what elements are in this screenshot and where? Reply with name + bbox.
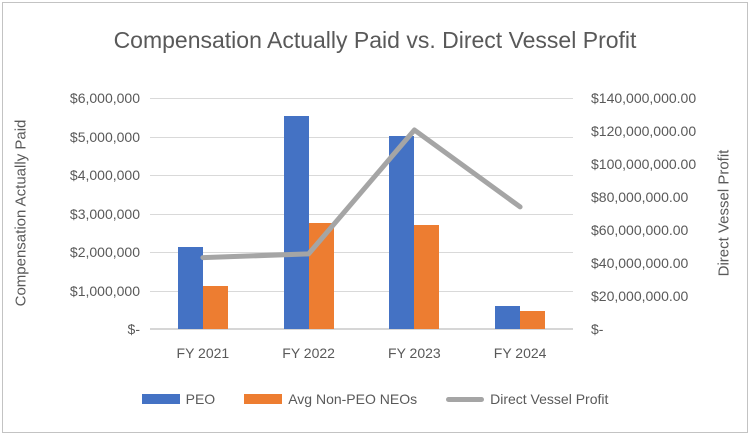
right-axis-tick-label: $20,000,000.00 [591, 288, 689, 304]
right-axis-tick-label: $60,000,000.00 [591, 222, 689, 238]
legend-item-peo: PEO [141, 391, 216, 407]
left-axis-tick-label: $4,000,000 [69, 167, 140, 183]
legend-label-direct-vessel-profit: Direct Vessel Profit [490, 391, 609, 407]
gridline [150, 213, 573, 215]
right-axis-tick-label: $120,000,000.00 [591, 123, 697, 139]
bar-avg-non-peo-neos-fy-2024 [520, 311, 546, 329]
right-axis-tick-label: $80,000,000.00 [591, 189, 689, 205]
legend-item-direct-vessel-profit: Direct Vessel Profit [446, 391, 608, 407]
line-series-direct-vessel-profit [200, 127, 523, 261]
right-axis-tick-label: $140,000,000.00 [591, 90, 697, 106]
legend-swatch-peo [141, 394, 180, 404]
right-axis-tick-label: $100,000,000.00 [591, 156, 697, 172]
right-axis-tick-label: $- [591, 321, 604, 337]
x-axis-label-fy-2021: FY 2021 [176, 345, 230, 361]
bar-avg-non-peo-neos-fy-2023 [414, 225, 440, 329]
gridline [150, 136, 573, 138]
legend-swatch-avg-non-peo-neos [244, 394, 283, 404]
legend-swatch-direct-vessel-profit [446, 396, 485, 402]
gridline [150, 98, 573, 99]
legend-label-avg-non-peo-neos: Avg Non-PEO NEOs [288, 391, 418, 407]
legend-label-peo: PEO [185, 391, 216, 407]
bar-peo-fy-2023 [389, 136, 415, 329]
bar-peo-fy-2021 [177, 247, 203, 329]
left-axis-tick-label: $1,000,000 [69, 282, 140, 299]
left-axis-tick-label: $6,000,000 [69, 90, 140, 106]
x-axis-label-fy-2022: FY 2022 [282, 345, 335, 361]
gridline [150, 175, 573, 176]
x-axis-label-fy-2023: FY 2023 [388, 345, 441, 361]
bar-peo-fy-2024 [495, 306, 521, 329]
right-axis-tick-label: $40,000,000.00 [591, 255, 689, 271]
left-axis-tick-label: $- [127, 321, 140, 337]
legend: PEO Avg Non-PEO NEOs Direct Vessel Profit [0, 391, 750, 407]
left-axis-tick-label: $5,000,000 [69, 128, 140, 145]
x-axis-line [150, 328, 573, 330]
x-axis-label-fy-2024: FY 2024 [493, 345, 547, 361]
bar-avg-non-peo-neos-fy-2021 [202, 286, 228, 329]
right-axis-title: Direct Vessel Profit [715, 149, 733, 277]
gridline [150, 252, 573, 253]
plot-area [150, 98, 573, 330]
left-axis-tick-label: $2,000,000 [69, 244, 140, 260]
left-axis-title: Compensation Actually Paid [12, 119, 30, 307]
legend-item-avg-non-peo-neos: Avg Non-PEO NEOs [244, 391, 417, 407]
chart-title: Compensation Actually Paid vs. Direct Ve… [113, 27, 637, 53]
bar-peo-fy-2022 [283, 116, 309, 329]
left-axis-tick-label: $3,000,000 [69, 205, 140, 222]
gridline [150, 290, 573, 292]
direct-vessel-profit-line [200, 127, 523, 261]
